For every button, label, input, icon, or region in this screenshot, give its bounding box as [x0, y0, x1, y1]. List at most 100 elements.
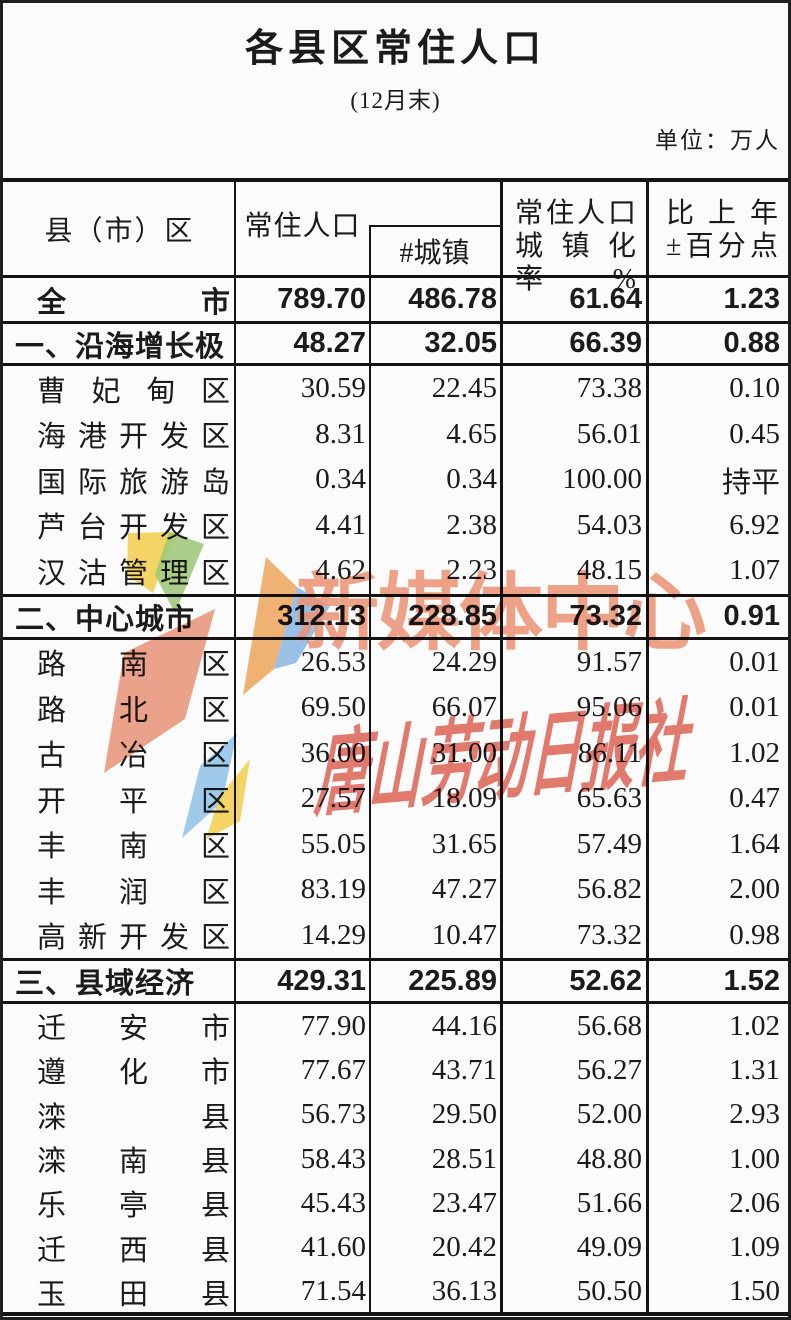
urbanization-rate-value: 48.15: [576, 554, 642, 587]
urbanization-rate-value: 57.49: [576, 827, 642, 860]
district-name: 丰润区: [37, 876, 230, 909]
urbanization-rate-value: 52.00: [576, 1098, 642, 1131]
urban-population-value: 18.09: [431, 782, 497, 815]
header-urbanization-rate: 常住人口 城镇化率%: [503, 182, 646, 295]
district-name: 路北区: [37, 694, 230, 727]
urbanization-rate-value: 65.63: [576, 782, 642, 815]
urban-population-value: 23.47: [431, 1186, 497, 1219]
table-row: 曹妃甸区 30.59 22.45 73.38 0.10: [3, 366, 788, 412]
header-urbanization-rate-line2: 城镇化率%: [515, 231, 636, 295]
resident-population-value: 41.60: [300, 1231, 366, 1264]
table-row: 古冶区 36.00 31.00 86.11 1.02: [3, 731, 788, 777]
resident-population-value: 14.29: [300, 918, 366, 951]
district-name: 汉沽管理区: [37, 557, 230, 590]
change-value: 1.52: [723, 964, 780, 997]
page-subtitle: (12月末): [350, 88, 441, 113]
resident-population-value: 429.31: [277, 964, 366, 997]
table-row: 遵化市 77.67 43.71 56.27 1.31: [3, 1048, 788, 1092]
table-row: 路北区 69.50 66.07 95.06 0.01: [3, 685, 788, 731]
resident-population-value: 312.13: [277, 600, 366, 632]
resident-population-value: 48.27: [293, 327, 366, 359]
urban-population-value: 31.00: [431, 736, 497, 769]
district-name: 高新开发区: [37, 922, 230, 955]
change-value: 持平: [721, 466, 780, 499]
district-name: 三、县域经济: [15, 968, 196, 1000]
urbanization-rate-value: 49.09: [576, 1231, 642, 1264]
column-divider-1: [234, 182, 236, 1312]
change-value: 1.09: [729, 1231, 780, 1264]
table-row: 芦台开发区 4.41 2.38 54.03 6.92: [3, 503, 788, 549]
change-value: 6.92: [729, 508, 780, 541]
population-table: 县（市）区 常住人口 #城镇 常住人口 城镇化率% 比上年 ±百分点 全市 78…: [3, 178, 788, 1316]
change-value: 0.01: [729, 645, 780, 678]
table-row: 滦南县 58.43 28.51 48.80 1.00: [3, 1137, 788, 1181]
urbanization-rate-value: 73.32: [576, 918, 642, 951]
table-row: 二、中心城市 312.13 228.85 73.32 0.91: [3, 593, 788, 640]
column-divider-3: [500, 182, 503, 1312]
urban-population-value: 44.16: [431, 1009, 497, 1042]
urbanization-rate-value: 51.66: [576, 1186, 642, 1219]
urbanization-rate-value: 54.03: [576, 508, 642, 541]
change-value: 1.64: [729, 827, 780, 860]
district-name: 海港开发区: [37, 421, 230, 454]
urban-population-value: 486.78: [408, 283, 497, 315]
district-name: 遵化市: [37, 1057, 230, 1090]
urbanization-rate-value: 73.32: [569, 600, 642, 632]
urbanization-rate-value: 50.50: [576, 1275, 642, 1308]
district-name: 国际旅游岛: [37, 466, 230, 499]
urban-population-value: 24.29: [431, 645, 497, 678]
urban-population-value: 29.50: [431, 1098, 497, 1131]
column-divider-4: [646, 182, 649, 1312]
urban-population-value: 2.23: [446, 554, 497, 587]
urbanization-rate-value: 56.27: [576, 1053, 642, 1086]
change-value: 0.91: [723, 600, 780, 632]
resident-population-value: 4.41: [315, 508, 366, 541]
resident-population-value: 26.53: [300, 645, 366, 678]
urbanization-rate-value: 100.00: [562, 463, 642, 496]
urban-population-value: 2.38: [446, 508, 497, 541]
resident-population-value: 0.34: [315, 463, 366, 496]
subheader-divider: [369, 225, 503, 227]
table-row: 迁安市 77.90 44.16 56.68 1.02: [3, 1004, 788, 1048]
urbanization-rate-value: 56.82: [576, 873, 642, 906]
table-body: 全市 789.70 486.78 61.64 1.23 一、沿海增长极 48.2…: [3, 278, 788, 1312]
urban-population-value: 43.71: [431, 1053, 497, 1086]
table-row: 开平区 27.57 18.09 65.63 0.47: [3, 776, 788, 822]
table-row: 玉田县 71.54 36.13 50.50 1.50: [3, 1270, 788, 1312]
change-value: 1.00: [729, 1142, 780, 1175]
change-value: 1.23: [723, 283, 780, 315]
change-value: 0.01: [729, 691, 780, 724]
district-name: 丰南区: [37, 831, 230, 864]
urban-population-value: 225.89: [408, 964, 497, 997]
district-name: 玉田县: [37, 1278, 230, 1311]
resident-population-value: 30.59: [300, 372, 366, 405]
urbanization-rate-value: 48.80: [576, 1142, 642, 1175]
district-name: 乐亭县: [37, 1190, 230, 1223]
resident-population-value: 789.70: [277, 283, 366, 315]
table-row: 国际旅游岛 0.34 0.34 100.00 持平: [3, 457, 788, 503]
header-urban-sub: #城镇: [399, 238, 470, 269]
change-value: 2.93: [729, 1098, 780, 1131]
resident-population-value: 36.00: [300, 736, 366, 769]
urban-population-value: 4.65: [446, 417, 497, 450]
change-value: 0.45: [729, 417, 780, 450]
header-urbanization-rate-line1: 常住人口: [515, 198, 636, 229]
header-region: 县（市）区: [44, 215, 195, 247]
table-row: 海港开发区 8.31 4.65 56.01 0.45: [3, 412, 788, 458]
district-name: 迁西县: [37, 1234, 230, 1267]
district-name: 全市: [37, 286, 230, 319]
table-row: 丰润区 83.19 47.27 56.82 2.00: [3, 867, 788, 913]
header-change-vs-last-year: 比上年 ±百分点: [649, 182, 788, 275]
table-row: 路南区 26.53 24.29 91.57 0.01: [3, 640, 788, 686]
change-value: 0.88: [723, 327, 780, 359]
change-value: 1.02: [729, 1009, 780, 1042]
resident-population-value: 27.57: [300, 782, 366, 815]
change-value: 1.02: [729, 736, 780, 769]
resident-population-value: 83.19: [300, 873, 366, 906]
page-title: 各县区常住人口: [244, 28, 546, 70]
table-row: 汉沽管理区 4.62 2.23 48.15 1.07: [3, 548, 788, 594]
resident-population-value: 77.90: [300, 1009, 366, 1042]
table-row: 乐亭县 45.43 23.47 51.66 2.06: [3, 1181, 788, 1225]
resident-population-value: 8.31: [315, 417, 366, 450]
unit-label: 单位：万人: [655, 128, 780, 153]
